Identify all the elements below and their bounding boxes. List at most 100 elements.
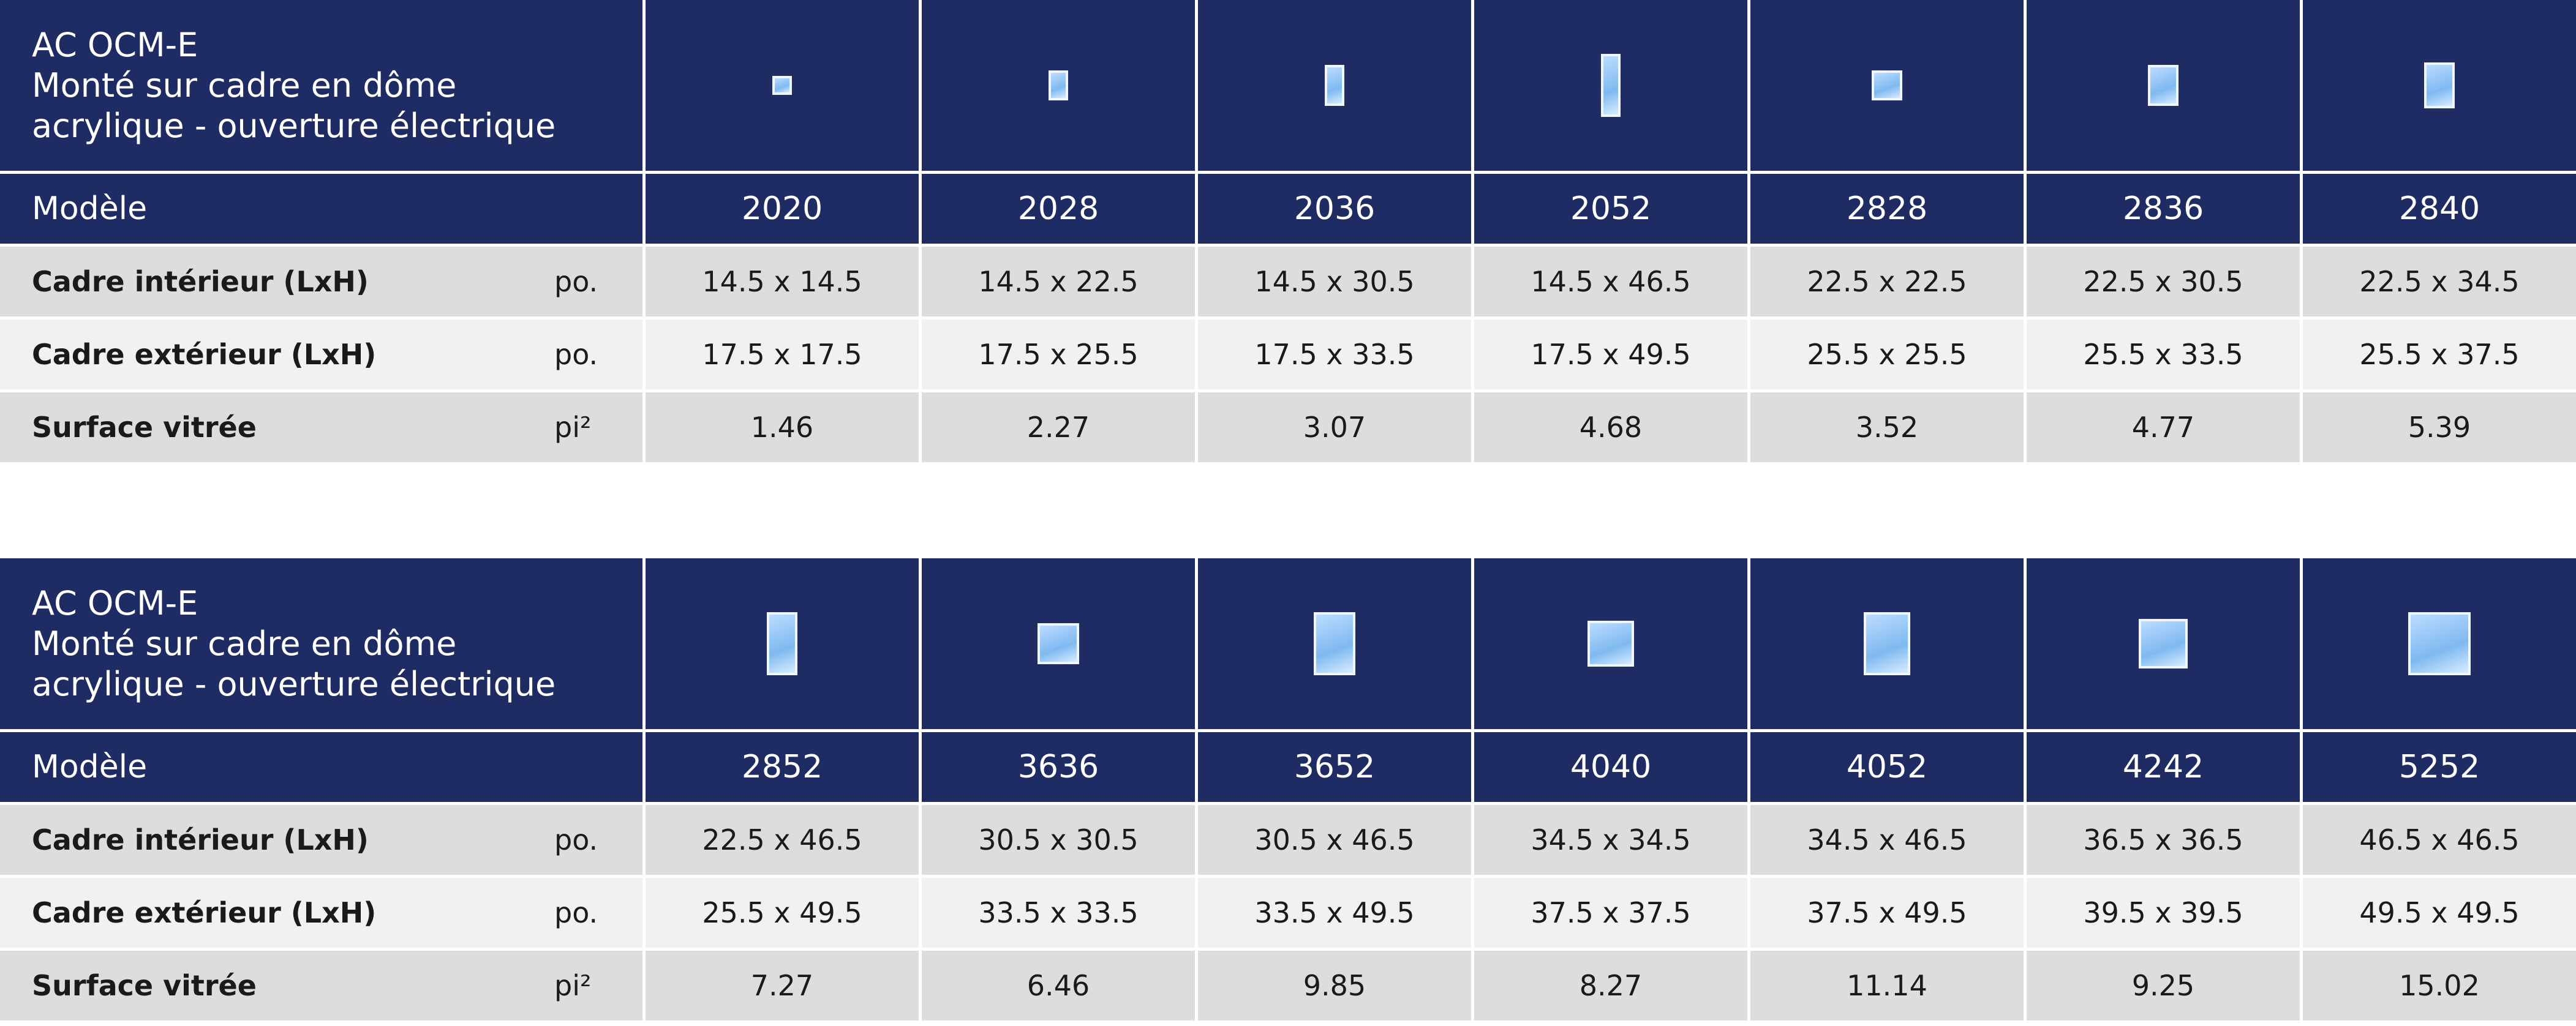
row-value: 30.5 x 46.5 — [1198, 805, 1471, 875]
model-number: 2036 — [1198, 174, 1471, 244]
row-value: 1.46 — [646, 392, 919, 462]
row-value: 25.5 x 37.5 — [2303, 320, 2576, 389]
row-unit: po. — [554, 338, 598, 371]
model-label: Modèle — [0, 732, 642, 802]
model-number: 4052 — [1750, 732, 2024, 802]
title-line: AC OCM-E — [32, 25, 198, 64]
row-value: 34.5 x 34.5 — [1474, 805, 1747, 875]
window-icon — [2424, 62, 2455, 109]
window-icon-cell — [646, 558, 919, 729]
row-unit: po. — [554, 265, 598, 298]
title-line: Monté sur cadre en dôme — [32, 624, 457, 663]
row-value: 14.5 x 46.5 — [1474, 247, 1747, 316]
model-number: 2028 — [922, 174, 1195, 244]
model-number: 4040 — [1474, 732, 1747, 802]
row-label-cell: Surface vitrée pi² — [0, 951, 642, 1020]
row-label-cell: Surface vitrée pi² — [0, 392, 642, 462]
window-icon-cell — [1750, 0, 2024, 171]
table-title: AC OCM-E Monté sur cadre en dôme acrylique… — [0, 0, 642, 171]
row-label: Cadre intérieur (LxH) — [32, 823, 369, 856]
table-title: AC OCM-E Monté sur cadre en dôme acrylique… — [0, 558, 642, 729]
window-icon-cell — [1198, 0, 1471, 171]
row-label: Cadre intérieur (LxH) — [32, 265, 369, 298]
row-value: 22.5 x 46.5 — [646, 805, 919, 875]
model-number: 3636 — [922, 732, 1195, 802]
window-icon — [767, 612, 797, 675]
row-value: 3.52 — [1750, 392, 2024, 462]
title-line: acrylique - ouverture électrique — [32, 106, 556, 145]
row-value: 2.27 — [922, 392, 1195, 462]
spec-table: AC OCM-E Monté sur cadre en dôme acrylique… — [0, 558, 2576, 1020]
model-label: Modèle — [0, 174, 642, 244]
row-value: 14.5 x 22.5 — [922, 247, 1195, 316]
row-value: 6.46 — [922, 951, 1195, 1020]
model-number: 5252 — [2303, 732, 2576, 802]
model-number: 2020 — [646, 174, 919, 244]
row-value: 17.5 x 33.5 — [1198, 320, 1471, 389]
window-icon — [1038, 623, 1079, 665]
row-value: 33.5 x 49.5 — [1198, 878, 1471, 948]
row-value: 25.5 x 25.5 — [1750, 320, 2024, 389]
title-line: Monté sur cadre en dôme — [32, 66, 457, 105]
row-value: 49.5 x 49.5 — [2303, 878, 2576, 948]
row-label-cell: Cadre extérieur (LxH) po. — [0, 320, 642, 389]
window-icon-cell — [1474, 558, 1747, 729]
row-value: 4.68 — [1474, 392, 1747, 462]
row-value: 30.5 x 30.5 — [922, 805, 1195, 875]
row-unit: po. — [554, 823, 598, 856]
row-value: 8.27 — [1474, 951, 1747, 1020]
row-value: 14.5 x 30.5 — [1198, 247, 1471, 316]
row-value: 37.5 x 49.5 — [1750, 878, 2024, 948]
window-icon — [1864, 612, 1910, 675]
window-icon-cell — [2303, 0, 2576, 171]
row-label: Surface vitrée — [32, 411, 257, 444]
row-label: Cadre extérieur (LxH) — [32, 338, 377, 371]
window-icon — [1872, 70, 1902, 101]
row-label: Surface vitrée — [32, 969, 257, 1002]
row-value: 15.02 — [2303, 951, 2576, 1020]
row-label-cell: Cadre intérieur (LxH) po. — [0, 805, 642, 875]
title-line: acrylique - ouverture électrique — [32, 664, 556, 703]
row-unit: pi² — [554, 411, 592, 444]
row-value: 39.5 x 39.5 — [2027, 878, 2300, 948]
window-icon — [772, 75, 792, 95]
row-value: 9.85 — [1198, 951, 1471, 1020]
window-icon-cell — [1750, 558, 2024, 729]
window-icon-cell — [922, 558, 1195, 729]
row-value: 25.5 x 33.5 — [2027, 320, 2300, 389]
row-value: 14.5 x 14.5 — [646, 247, 919, 316]
row-value: 22.5 x 34.5 — [2303, 247, 2576, 316]
row-value: 11.14 — [1750, 951, 2024, 1020]
window-icon-cell — [2303, 558, 2576, 729]
row-value: 46.5 x 46.5 — [2303, 805, 2576, 875]
model-number: 2828 — [1750, 174, 2024, 244]
row-unit: po. — [554, 896, 598, 929]
window-icon — [1325, 64, 1344, 107]
model-number: 2840 — [2303, 174, 2576, 244]
row-value: 17.5 x 17.5 — [646, 320, 919, 389]
window-icon — [1314, 612, 1355, 675]
title-line: AC OCM-E — [32, 583, 198, 623]
row-value: 36.5 x 36.5 — [2027, 805, 2300, 875]
row-value: 22.5 x 22.5 — [1750, 247, 2024, 316]
row-value: 37.5 x 37.5 — [1474, 878, 1747, 948]
model-number: 2836 — [2027, 174, 2300, 244]
row-value: 3.07 — [1198, 392, 1471, 462]
row-label: Cadre extérieur (LxH) — [32, 896, 377, 929]
row-value: 25.5 x 49.5 — [646, 878, 919, 948]
row-value: 17.5 x 25.5 — [922, 320, 1195, 389]
window-icon — [1587, 620, 1634, 667]
window-icon-cell — [2027, 0, 2300, 171]
window-icon-cell — [922, 0, 1195, 171]
row-value: 9.25 — [2027, 951, 2300, 1020]
window-icon — [2408, 612, 2471, 675]
model-number: 2052 — [1474, 174, 1747, 244]
row-value: 4.77 — [2027, 392, 2300, 462]
window-icon-cell — [1474, 0, 1747, 171]
window-icon — [2138, 619, 2188, 668]
row-value: 22.5 x 30.5 — [2027, 247, 2300, 316]
row-unit: pi² — [554, 969, 592, 1002]
window-icon — [1601, 54, 1621, 117]
window-icon-cell — [646, 0, 919, 171]
